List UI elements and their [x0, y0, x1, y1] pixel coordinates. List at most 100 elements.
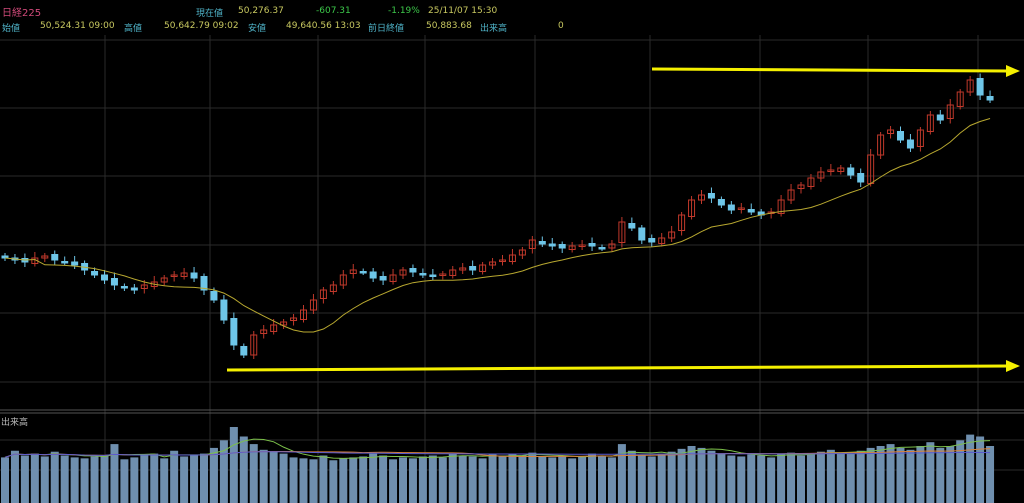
volume-bar — [190, 455, 199, 503]
candle — [329, 284, 337, 292]
candle — [877, 134, 885, 156]
volume-bar — [359, 456, 368, 503]
candle — [250, 334, 258, 356]
candle — [518, 249, 526, 256]
volume-bar — [797, 455, 805, 503]
low-label: 安値 — [248, 24, 267, 34]
candle — [658, 237, 666, 244]
volume-bar — [956, 440, 965, 503]
volume-bar — [896, 447, 905, 503]
volume-ma-line — [4, 451, 991, 458]
candle — [290, 317, 298, 321]
volume-bar — [140, 455, 149, 503]
candle — [359, 271, 367, 274]
volume-bar — [468, 456, 477, 503]
volume-bar — [100, 455, 109, 503]
volume-bar — [906, 449, 915, 503]
candle — [91, 271, 99, 276]
volume-bar — [60, 455, 69, 503]
candle — [369, 271, 377, 279]
support-arrow-line — [226, 364, 1009, 372]
volume-bar — [478, 458, 487, 503]
volume-bar — [259, 449, 268, 503]
candle — [528, 239, 536, 249]
candle — [459, 267, 467, 271]
volume-bar — [408, 458, 417, 503]
change-pct: -1.19% — [388, 6, 420, 16]
volume-bar — [717, 453, 726, 503]
candle — [120, 286, 128, 289]
volume-bar — [976, 436, 985, 503]
volume-bar — [389, 459, 398, 503]
volume-bar — [120, 459, 129, 503]
volume-bar — [886, 444, 895, 503]
candle — [399, 269, 407, 276]
volume-bar — [727, 455, 736, 503]
candle — [260, 329, 268, 334]
volume-bar — [836, 452, 845, 503]
volume-bar — [418, 456, 427, 503]
candle — [190, 272, 198, 279]
volume-bar — [787, 452, 796, 503]
volume-bar — [299, 458, 308, 503]
low-value: 49,640.56 13:03 — [286, 21, 361, 31]
volume-bar — [110, 444, 119, 503]
candle — [807, 177, 815, 187]
candle — [130, 287, 138, 291]
candle — [857, 173, 865, 183]
candle — [648, 238, 656, 243]
volume-bar — [946, 446, 955, 503]
volume-bar — [607, 457, 616, 503]
candle — [638, 227, 646, 241]
candle — [419, 273, 427, 276]
resistance-arrow — [651, 65, 1020, 77]
candle — [668, 231, 676, 239]
volume-bar — [667, 451, 676, 503]
volume-bar — [538, 456, 547, 503]
volume-bar — [647, 456, 656, 503]
volume-bar — [767, 457, 776, 503]
candle — [678, 214, 686, 231]
volume-bar — [10, 450, 19, 503]
candle — [51, 254, 59, 261]
candle — [439, 273, 447, 276]
grid — [0, 35, 1024, 503]
volume-bar — [160, 458, 169, 503]
candle — [966, 79, 974, 93]
prev-close-value: 50,883.68 — [426, 21, 472, 31]
current-label: 現在値 — [196, 9, 224, 19]
volume-bar — [458, 455, 467, 503]
candle — [160, 277, 168, 283]
volume-bar — [588, 453, 597, 503]
candle — [926, 114, 934, 132]
candle — [558, 244, 566, 249]
volume-bar — [319, 455, 328, 503]
volume-bar — [558, 455, 567, 503]
support-arrow — [226, 360, 1020, 372]
volume-bar — [578, 456, 587, 503]
candle — [230, 318, 238, 346]
candle — [548, 243, 556, 247]
candle — [986, 96, 994, 101]
volume-bar — [90, 456, 99, 503]
candle — [210, 291, 218, 301]
candle — [956, 91, 964, 107]
volume-bar — [130, 457, 139, 503]
candle — [240, 346, 248, 356]
candle — [976, 78, 984, 96]
candles — [1, 73, 994, 359]
volume-bar — [826, 449, 835, 503]
candle — [61, 261, 69, 264]
change-value: -607.31 — [316, 6, 351, 16]
candle — [608, 243, 616, 249]
candle — [508, 254, 516, 262]
volume-bar — [518, 455, 527, 503]
volume-bar — [448, 453, 457, 503]
high-label: 高値 — [124, 24, 143, 34]
volume-bars — [1, 427, 995, 503]
volume-bar — [289, 457, 298, 503]
candle — [578, 244, 586, 247]
volume-bar — [369, 453, 378, 503]
volume-bar — [568, 458, 577, 503]
